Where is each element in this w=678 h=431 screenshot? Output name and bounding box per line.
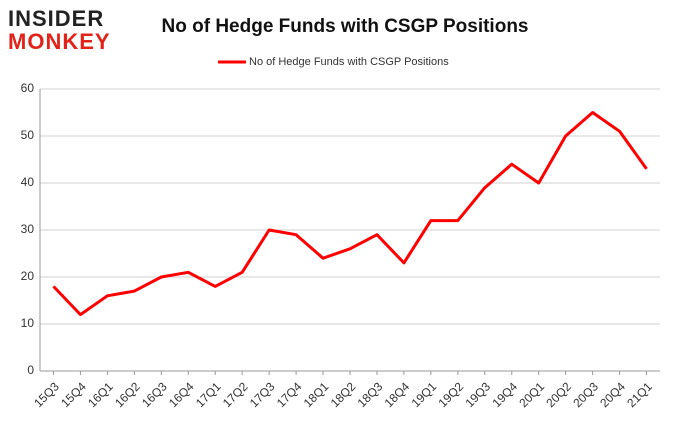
- y-tick-label: 0: [27, 363, 34, 377]
- logo-top: INSIDER: [8, 6, 104, 31]
- y-tick-label: 20: [21, 269, 35, 283]
- chart-title: No of Hedge Funds with CSGP Positions: [162, 16, 529, 37]
- series-line: [52, 111, 648, 317]
- y-tick-label: 10: [21, 316, 35, 330]
- y-tick-label: 40: [21, 175, 35, 189]
- logo-bottom: MONKEY: [8, 29, 111, 54]
- y-tick-label: 60: [21, 81, 35, 95]
- y-tick-label: 30: [21, 222, 35, 236]
- legend-label: No of Hedge Funds with CSGP Positions: [249, 56, 449, 68]
- y-tick-label: 50: [21, 128, 35, 142]
